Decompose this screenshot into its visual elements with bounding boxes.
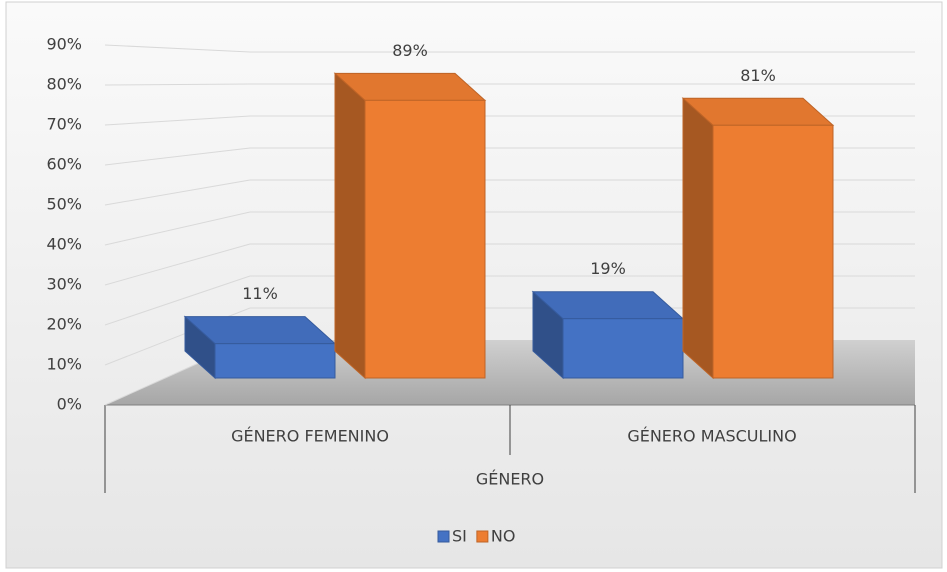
data-label: 11% <box>242 284 278 303</box>
legend-label: NO <box>491 527 516 546</box>
x-tick-label: GÉNERO MASCULINO <box>627 427 796 446</box>
y-tick-label: 80% <box>46 75 82 94</box>
y-tick-label: 30% <box>46 275 82 294</box>
bar <box>712 124 834 379</box>
y-tick-label: 10% <box>46 355 82 374</box>
bar <box>214 343 336 379</box>
y-tick-label: 50% <box>46 195 82 214</box>
data-label: 81% <box>740 66 776 85</box>
grid-line <box>104 44 251 53</box>
data-label: 89% <box>392 41 428 60</box>
grid-line <box>104 115 251 126</box>
x-tick-label: GÉNERO FEMENINO <box>231 427 389 446</box>
y-tick-label: 90% <box>46 35 82 54</box>
grid-line <box>104 211 251 246</box>
y-tick-label: 0% <box>57 395 82 414</box>
grid-line <box>104 179 251 206</box>
y-tick-label: 40% <box>46 235 82 254</box>
y-tick-label: 70% <box>46 115 82 134</box>
grid-line <box>104 275 251 326</box>
y-tick-label: 20% <box>46 315 82 334</box>
legend-label: SI <box>452 527 467 546</box>
grid-line <box>104 83 251 86</box>
bar <box>562 318 684 379</box>
grid-line <box>104 243 251 286</box>
data-label: 19% <box>590 259 626 278</box>
bar-side <box>682 97 714 380</box>
y-tick-label: 60% <box>46 155 82 174</box>
grid-line <box>104 147 251 166</box>
legend-swatch <box>437 530 450 543</box>
x-axis-title: GÉNERO <box>476 470 544 489</box>
legend-swatch <box>476 530 489 543</box>
bar-side <box>334 72 366 380</box>
bar <box>364 99 486 379</box>
